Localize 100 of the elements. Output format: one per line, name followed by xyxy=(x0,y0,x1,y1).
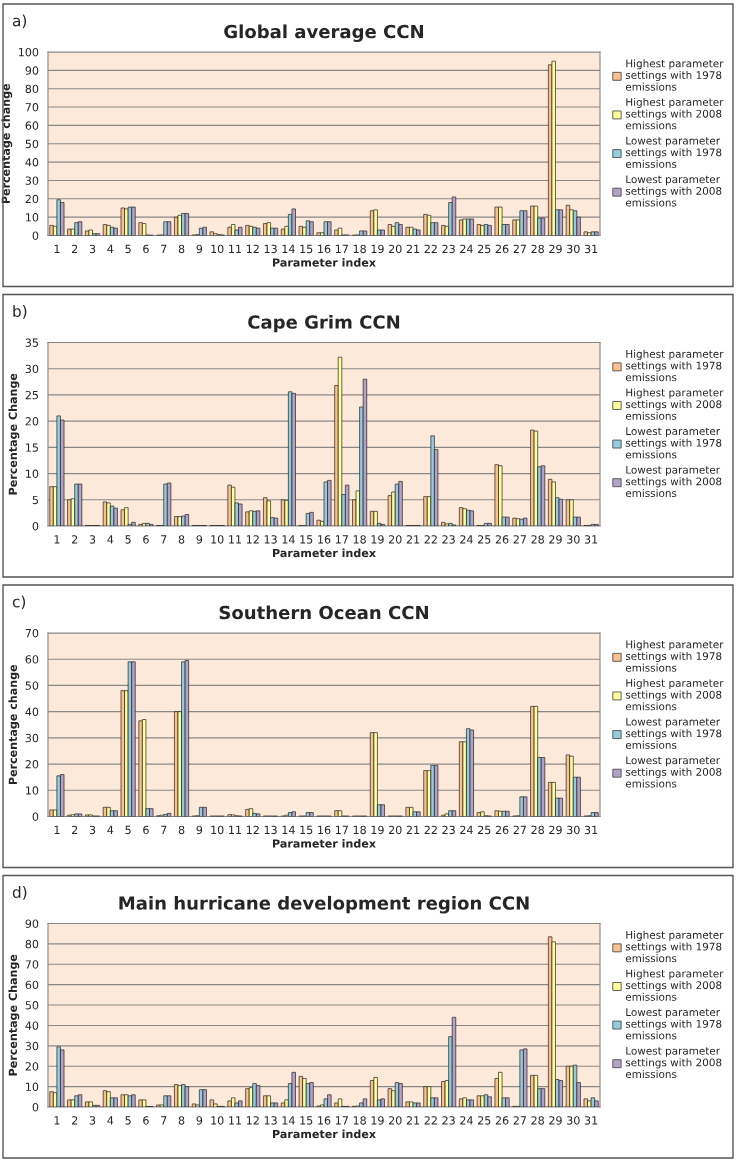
x-tick-label: 3 xyxy=(89,1116,96,1125)
bar xyxy=(74,222,79,236)
y-axis-title: Percentage change xyxy=(1,83,13,204)
x-tick-label: 2 xyxy=(71,244,78,253)
bar xyxy=(533,205,539,236)
bar xyxy=(334,810,339,817)
bar xyxy=(142,719,147,817)
x-tick-label: 26 xyxy=(495,244,509,254)
x-tick-label: 19 xyxy=(371,1116,384,1125)
x-tick-label: 9 xyxy=(196,244,203,254)
bar xyxy=(70,1099,76,1107)
bar xyxy=(77,1094,83,1107)
y-tick-label: 30 xyxy=(25,733,39,743)
x-tick-label: 29 xyxy=(549,244,562,254)
bar xyxy=(337,356,343,526)
bar xyxy=(113,810,118,817)
x-tick-label: 28 xyxy=(531,535,544,544)
bar xyxy=(127,206,133,236)
x-tick-label: 1 xyxy=(54,825,60,834)
bar xyxy=(56,775,61,817)
bar xyxy=(191,1103,197,1107)
bar xyxy=(231,1097,236,1107)
bar xyxy=(309,512,314,526)
x-tick-label: 22 xyxy=(424,825,437,834)
bar xyxy=(49,486,54,526)
bar xyxy=(255,227,261,236)
bar xyxy=(576,516,581,526)
x-tick-label: 29 xyxy=(549,825,562,835)
legend-label: Highest parameter settings with 2008 emissions xyxy=(625,388,724,420)
bar xyxy=(533,1075,539,1107)
bar xyxy=(252,226,257,236)
bar xyxy=(569,209,574,236)
x-tick-label: 15 xyxy=(300,1116,313,1125)
x-tick-label: 31 xyxy=(584,535,598,544)
bar xyxy=(60,774,65,817)
x-tick-label: 24 xyxy=(460,1116,473,1125)
x-tick-label: 22 xyxy=(424,244,437,253)
bar xyxy=(405,806,410,817)
bar xyxy=(519,518,524,526)
bar xyxy=(494,810,499,817)
x-tick-label: 1 xyxy=(54,244,60,253)
bar xyxy=(416,229,421,236)
y-tick-label: 80 xyxy=(25,939,39,949)
bar xyxy=(448,810,453,817)
x-axis-title: Parameter index xyxy=(273,839,376,848)
bar xyxy=(138,720,143,817)
bar xyxy=(498,465,503,526)
x-tick-label: 25 xyxy=(478,1116,491,1125)
bar xyxy=(480,1095,485,1107)
legend-label: Highest parameter settings with 2008 emissions xyxy=(625,97,724,130)
bar xyxy=(373,209,378,236)
x-tick-label: 1 xyxy=(54,535,60,544)
bar xyxy=(156,1104,161,1107)
bar xyxy=(373,1077,378,1107)
x-tick-label: 26 xyxy=(495,825,509,835)
y-tick-label: 40 xyxy=(25,707,39,717)
bar xyxy=(398,224,403,236)
bar xyxy=(227,484,232,526)
x-tick-label: 14 xyxy=(282,1116,295,1125)
bar xyxy=(398,1083,403,1107)
text: a) xyxy=(12,14,27,29)
x-tick-label: 13 xyxy=(264,1116,277,1125)
x-tick-label: 12 xyxy=(246,535,259,544)
bar xyxy=(323,221,328,236)
x-tick-label: 30 xyxy=(567,825,580,835)
bar xyxy=(487,1096,492,1107)
bar xyxy=(523,1048,528,1107)
text: c) xyxy=(12,595,26,610)
legend-label: Highest parameter settings with 2008 emissions xyxy=(625,678,724,711)
legend-label: Highest parameter settings with 1978 emissions xyxy=(625,59,724,91)
y-tick-label: 40 xyxy=(25,158,39,167)
bar xyxy=(590,231,596,236)
x-tick-label: 4 xyxy=(107,244,114,253)
bar xyxy=(362,1098,368,1107)
bar xyxy=(120,207,125,236)
bar xyxy=(434,765,439,817)
bar xyxy=(163,221,168,236)
bar xyxy=(434,1097,439,1107)
y-tick-label: 90 xyxy=(25,919,39,928)
x-tick-label: 7 xyxy=(161,825,167,834)
bar xyxy=(345,484,350,526)
text: b) xyxy=(13,305,27,319)
x-tick-label: 19 xyxy=(371,244,384,254)
bar xyxy=(149,808,154,817)
y-tick-label: 80 xyxy=(25,84,39,94)
bar xyxy=(519,1049,524,1107)
bar xyxy=(476,1095,482,1107)
x-tick-label: 31 xyxy=(584,1116,598,1125)
x-tick-label: 21 xyxy=(406,1116,420,1125)
x-tick-label: 25 xyxy=(478,825,491,835)
x-tick-label: 11 xyxy=(229,1116,242,1125)
bar xyxy=(131,1094,136,1107)
bar xyxy=(273,517,279,526)
x-tick-label: 24 xyxy=(460,535,473,544)
bar xyxy=(49,1091,54,1107)
legend-label: Lowest parameter settings with 2008 emissions xyxy=(625,1046,722,1079)
bar xyxy=(583,231,588,236)
bar xyxy=(291,208,296,236)
bar xyxy=(569,1065,574,1107)
x-tick-label: 9 xyxy=(196,1116,203,1125)
